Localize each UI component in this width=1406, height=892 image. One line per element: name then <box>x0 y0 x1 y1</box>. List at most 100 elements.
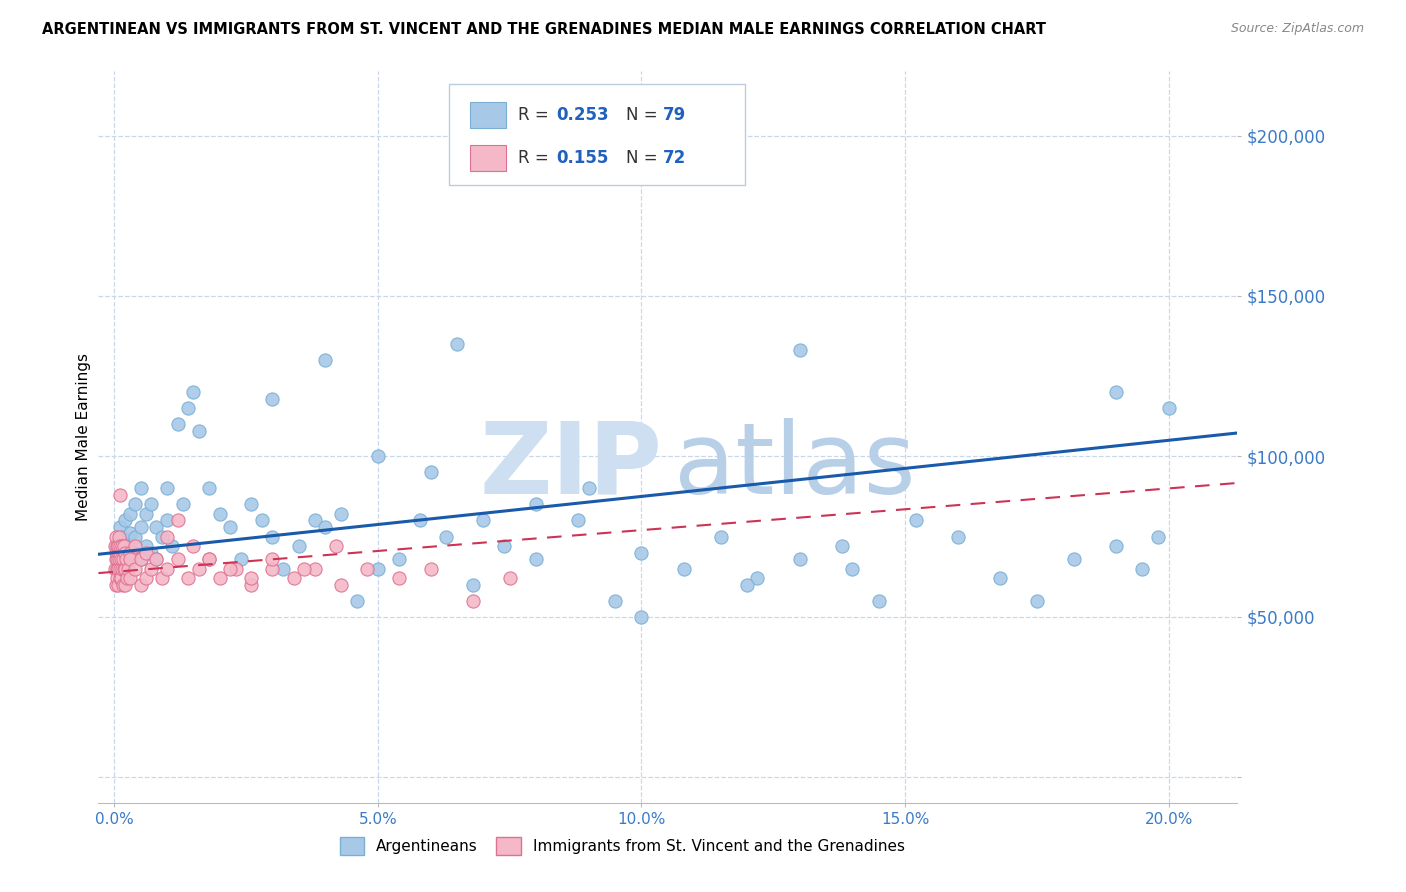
Point <box>346 593 368 607</box>
Point <box>578 482 600 496</box>
Point <box>198 482 221 496</box>
Point <box>108 552 131 566</box>
Point <box>367 561 389 575</box>
Point <box>150 571 173 585</box>
Point <box>388 552 411 566</box>
Point <box>208 571 231 585</box>
Point <box>304 561 326 575</box>
Point <box>104 552 127 566</box>
Point <box>494 539 516 553</box>
Point <box>124 498 146 512</box>
Point <box>567 514 589 528</box>
Point <box>166 417 188 432</box>
Point <box>104 561 127 575</box>
Point <box>292 561 315 575</box>
Point <box>145 520 167 534</box>
Text: Source: ZipAtlas.com: Source: ZipAtlas.com <box>1230 22 1364 36</box>
Point <box>111 577 134 591</box>
Point <box>240 577 263 591</box>
Point <box>304 514 326 528</box>
Bar <box>470 103 506 128</box>
Point <box>108 545 131 559</box>
Point <box>831 539 853 553</box>
Point <box>177 571 200 585</box>
Point <box>120 552 141 566</box>
Point <box>747 571 769 585</box>
Point <box>409 514 432 528</box>
Point <box>120 545 141 559</box>
Point <box>183 539 205 553</box>
Point <box>114 514 136 528</box>
Point <box>120 571 141 585</box>
Point <box>1157 401 1180 416</box>
Point <box>436 529 458 543</box>
Point <box>156 561 179 575</box>
Point <box>789 552 811 566</box>
Point <box>461 593 484 607</box>
Text: 0.253: 0.253 <box>557 106 609 124</box>
Text: N =: N = <box>626 150 662 168</box>
Point <box>107 545 129 559</box>
Text: N =: N = <box>626 106 662 124</box>
Point <box>114 561 136 575</box>
Point <box>630 609 652 624</box>
Point <box>105 539 128 553</box>
Point <box>129 552 152 566</box>
Point <box>110 552 132 566</box>
Point <box>108 520 131 534</box>
Point <box>240 571 263 585</box>
Point <box>841 561 863 575</box>
Point <box>446 337 468 351</box>
Point <box>229 552 252 566</box>
Point <box>124 545 146 559</box>
Point <box>166 514 188 528</box>
Point <box>135 571 157 585</box>
Point <box>314 353 336 368</box>
Point <box>117 561 139 575</box>
Point <box>262 561 284 575</box>
Point <box>219 561 242 575</box>
Point <box>524 498 547 512</box>
Point <box>735 577 758 591</box>
Point <box>114 545 136 559</box>
Point <box>114 561 136 575</box>
Point <box>110 571 132 585</box>
Point <box>672 561 695 575</box>
Point <box>129 482 152 496</box>
Point <box>461 577 484 591</box>
Point <box>105 539 128 553</box>
Point <box>107 552 129 566</box>
Point <box>162 539 183 553</box>
Text: 79: 79 <box>664 106 686 124</box>
Point <box>605 593 627 607</box>
Point <box>330 507 353 521</box>
Point <box>789 343 811 358</box>
Point <box>112 561 135 575</box>
Text: atlas: atlas <box>673 417 915 515</box>
Point <box>1147 529 1170 543</box>
Text: R =: R = <box>517 106 554 124</box>
Point <box>120 539 141 553</box>
Bar <box>470 145 506 171</box>
Point <box>208 507 231 521</box>
Point <box>108 552 131 566</box>
Point <box>219 520 242 534</box>
Point <box>141 545 163 559</box>
Point <box>156 514 179 528</box>
Point <box>114 545 136 559</box>
Point <box>108 539 131 553</box>
Point <box>614 145 637 159</box>
Point <box>325 539 347 553</box>
Point <box>112 539 135 553</box>
Point <box>124 561 146 575</box>
Text: ARGENTINEAN VS IMMIGRANTS FROM ST. VINCENT AND THE GRENADINES MEDIAN MALE EARNIN: ARGENTINEAN VS IMMIGRANTS FROM ST. VINCE… <box>42 22 1046 37</box>
Point <box>111 529 134 543</box>
Point <box>105 577 128 591</box>
Point <box>141 498 163 512</box>
Text: 72: 72 <box>664 150 686 168</box>
Point <box>183 385 205 400</box>
Point <box>150 529 173 543</box>
Point <box>104 529 127 543</box>
Point <box>177 401 200 416</box>
Point <box>946 529 969 543</box>
